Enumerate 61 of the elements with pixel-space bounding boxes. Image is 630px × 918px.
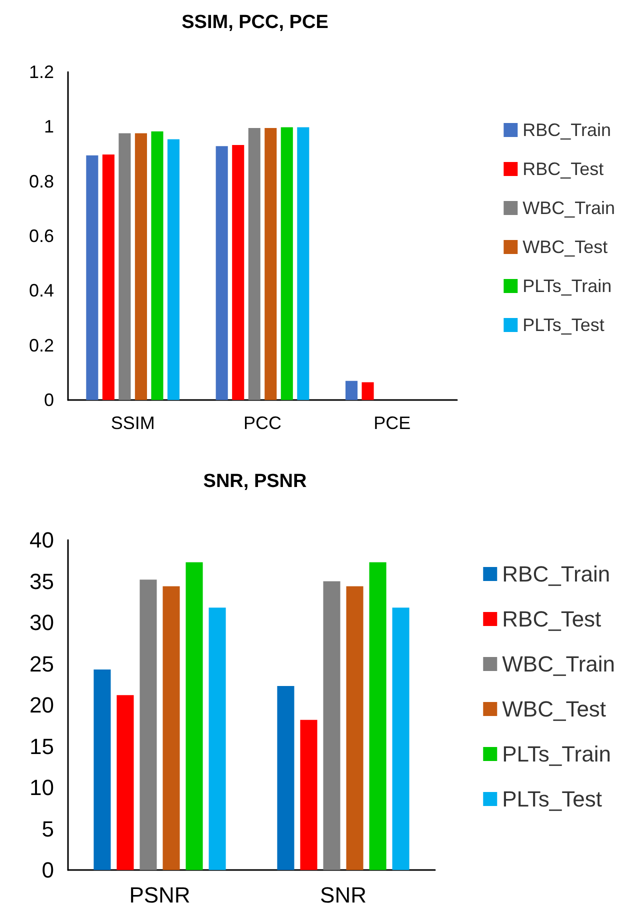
- y-tick-label: 30: [30, 610, 54, 635]
- bar: [277, 686, 294, 870]
- bar: [346, 586, 364, 870]
- bar: [248, 128, 260, 400]
- y-tick-label: 10: [30, 775, 54, 800]
- legend-label: PLTs_Test: [522, 315, 604, 335]
- bar: [167, 139, 180, 400]
- x-tick-label: PCE: [374, 413, 411, 433]
- chart-title: SNR, PSNR: [203, 471, 308, 492]
- x-tick-label: PSNR: [129, 882, 190, 908]
- y-tick-label: 15: [30, 734, 54, 759]
- bar: [208, 608, 226, 870]
- bar: [86, 155, 98, 400]
- bar: [297, 127, 310, 400]
- bar: [232, 144, 244, 400]
- legend-label: RBC_Train: [502, 562, 610, 586]
- legend-label: WBC_Train: [502, 652, 616, 676]
- bar: [369, 562, 386, 870]
- legend-label: RBC_Test: [502, 606, 602, 632]
- bar: [102, 154, 114, 400]
- y-tick-label: 1.2: [28, 62, 54, 82]
- bar: [134, 133, 147, 400]
- bar: [280, 127, 293, 400]
- bar: [116, 695, 134, 870]
- chart-title: SSIM, PCC, PCE: [182, 12, 328, 33]
- x-tick-label: PCC: [243, 413, 282, 433]
- y-tick-label: 20: [30, 692, 54, 718]
- bar: [216, 146, 228, 400]
- bar: [264, 128, 277, 400]
- legend-label: WBC_Test: [502, 696, 606, 722]
- y-tick-label: 40: [30, 528, 54, 552]
- bar: [392, 608, 410, 870]
- bar: [118, 133, 131, 400]
- y-tick-label: 0: [42, 858, 54, 882]
- y-tick-label: 0: [44, 390, 54, 410]
- y-tick-label: 35: [30, 568, 54, 594]
- legend-label: WBC_Train: [522, 198, 616, 218]
- y-tick-label: 5: [42, 816, 54, 842]
- y-tick-label: 25: [30, 651, 54, 676]
- y-tick-label: 0.8: [28, 171, 54, 192]
- y-tick-label: 0.6: [28, 226, 54, 246]
- y-tick-label: 0.2: [28, 335, 54, 356]
- bar: [362, 382, 374, 400]
- legend-label: PLTs_Test: [502, 786, 602, 812]
- legend-label: WBC_Test: [522, 237, 608, 257]
- bar: [151, 131, 164, 400]
- bar: [345, 380, 358, 400]
- legend-label: RBC_Test: [522, 159, 604, 179]
- legend-label: PLTs_Train: [502, 742, 611, 766]
- bar: [186, 562, 203, 870]
- x-tick-label: SSIM: [110, 413, 155, 433]
- y-tick-label: 0.4: [28, 280, 54, 301]
- x-tick-label: SNR: [320, 882, 366, 908]
- legend-label: PLTs_Train: [522, 276, 612, 296]
- bar: [323, 581, 340, 870]
- legend-label: RBC_Train: [522, 120, 612, 140]
- y-tick-label: 1: [44, 116, 54, 137]
- bar: [162, 586, 180, 870]
- bar: [300, 720, 318, 870]
- bar: [94, 670, 111, 870]
- bar: [140, 580, 157, 870]
